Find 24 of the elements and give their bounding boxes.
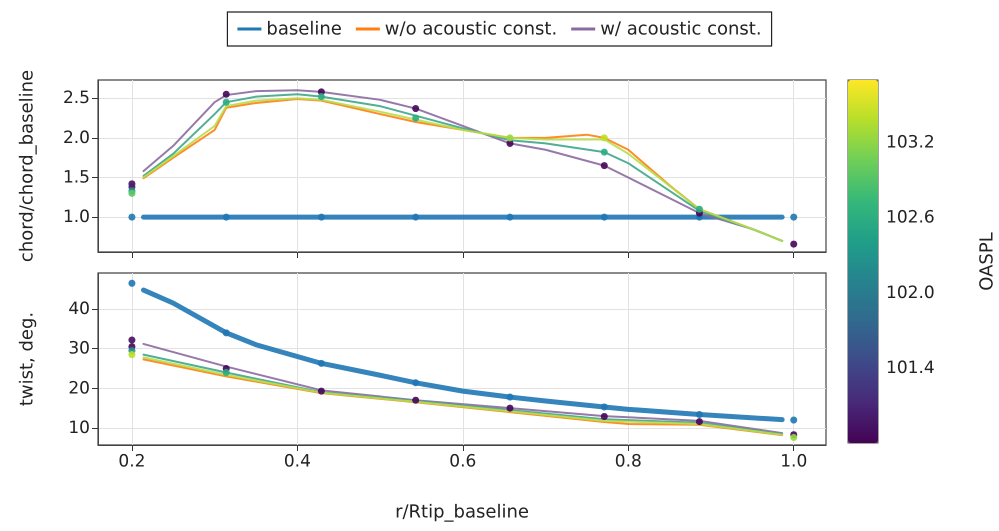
color-bar-label: 101.4	[886, 358, 935, 378]
y-axis-title: chord/chord_baseline	[16, 70, 38, 262]
x-tick-label: 0.4	[284, 452, 311, 472]
y-tick-label: 2.0	[62, 128, 90, 148]
color-bar-label: 103.2	[886, 132, 935, 153]
y-tick-label: 20	[68, 378, 90, 398]
legend-label: w/o acoustic const.	[384, 18, 558, 40]
x-tick-label: 0.6	[449, 452, 476, 472]
y-tick-label: 2.5	[62, 88, 90, 108]
legend-label: baseline	[266, 18, 342, 40]
color-bar-label: 102.6	[886, 208, 935, 228]
y-tick-label: 1.0	[62, 207, 90, 228]
legend-label: w/ acoustic const.	[600, 18, 762, 40]
y-tick-label: 10	[68, 418, 90, 438]
x-tick-label: 0.8	[614, 452, 642, 472]
x-tick-label: 1.0	[780, 452, 808, 472]
y-axis-title: twist, deg.	[16, 312, 38, 406]
y-tick-label: 30	[68, 338, 90, 359]
x-axis-title: r/Rtip_baseline	[395, 502, 529, 522]
color-bar-title: OASPL	[976, 232, 998, 291]
y-tick-label: 1.5	[62, 167, 90, 188]
y-tick-label: 40	[68, 299, 90, 320]
color-bar-label: 102.0	[886, 282, 935, 303]
x-tick-label: 0.2	[118, 452, 146, 472]
